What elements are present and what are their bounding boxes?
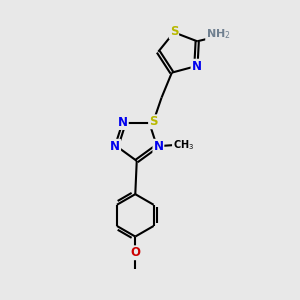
- Text: CH$_3$: CH$_3$: [173, 138, 194, 152]
- Text: N: N: [118, 116, 128, 129]
- Text: N: N: [191, 60, 202, 73]
- Text: S: S: [149, 115, 158, 128]
- Text: NH$_2$: NH$_2$: [206, 27, 231, 41]
- Text: N: N: [110, 140, 120, 153]
- Text: O: O: [130, 246, 140, 259]
- Text: S: S: [170, 25, 178, 38]
- Text: N: N: [153, 140, 164, 153]
